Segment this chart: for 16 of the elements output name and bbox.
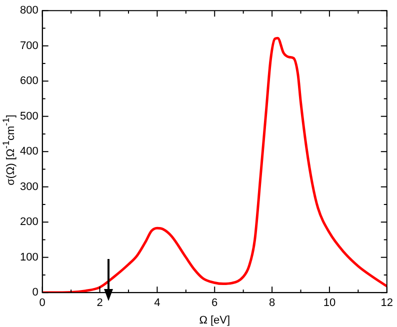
y-tick-label: 200 [20,216,38,228]
x-tick-label: 8 [268,297,276,310]
y-tick-label: 500 [20,110,38,122]
x-tick-label: 10 [323,297,336,310]
y-tick-label: 400 [20,146,38,158]
x-tick-label: 6 [212,297,218,310]
y-tick-label: 800 [20,4,38,17]
x-tick-label: 12 [380,297,394,310]
y-tick-label: 700 [20,40,38,52]
y-tick-label: 0 [32,286,38,299]
x-tick-label: 4 [154,297,160,310]
x-tick-label: 2 [96,297,103,310]
x-axis-title: Ω [eV] [199,314,230,326]
y-tick-label: 300 [20,180,38,193]
y-tick-label: 600 [20,75,38,88]
y-tick-label: 100 [20,251,38,264]
